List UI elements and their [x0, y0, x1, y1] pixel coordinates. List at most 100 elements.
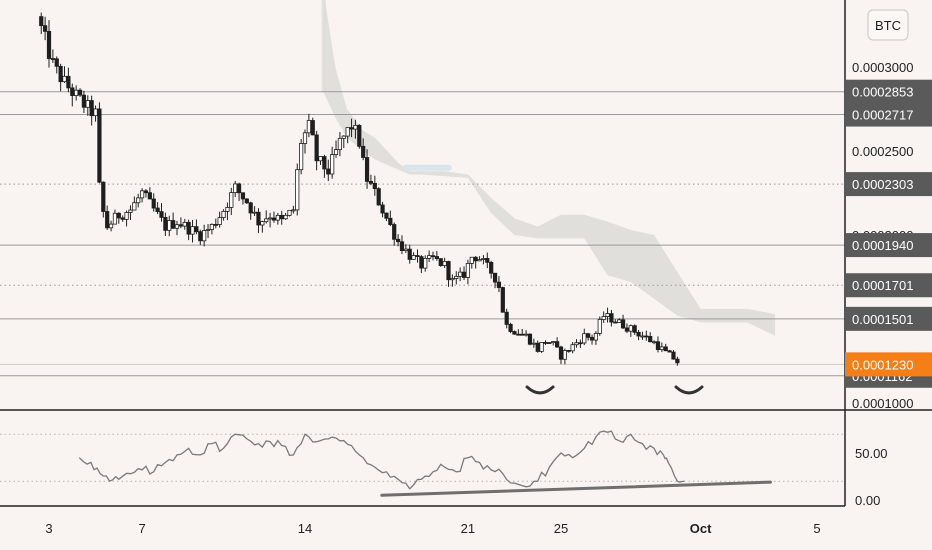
candle[interactable]	[77, 88, 83, 97]
candle[interactable]	[392, 222, 397, 246]
candle[interactable]	[675, 356, 680, 366]
candle[interactable]	[248, 201, 253, 220]
candle[interactable]	[520, 328, 525, 336]
candle[interactable]	[275, 212, 280, 225]
candle[interactable]	[423, 255, 428, 272]
candle[interactable]	[240, 192, 246, 205]
candle[interactable]	[291, 205, 296, 214]
candle[interactable]	[54, 56, 59, 74]
candle[interactable]	[368, 174, 374, 186]
candle[interactable]	[39, 12, 44, 35]
candle[interactable]	[609, 309, 614, 327]
candle[interactable]	[384, 212, 389, 222]
candle[interactable]	[260, 220, 265, 233]
candle[interactable]	[66, 67, 71, 93]
candle[interactable]	[306, 113, 311, 138]
candle[interactable]	[481, 255, 486, 265]
candle[interactable]	[330, 146, 335, 179]
candle[interactable]	[446, 260, 451, 287]
candle[interactable]	[182, 218, 187, 230]
candle[interactable]	[349, 118, 354, 138]
candle[interactable]	[314, 130, 319, 171]
candle[interactable]	[174, 220, 180, 236]
candle[interactable]	[221, 209, 226, 221]
candle[interactable]	[582, 328, 587, 346]
candle[interactable]	[198, 229, 203, 246]
candle[interactable]	[256, 208, 261, 233]
candle[interactable]	[644, 330, 649, 341]
candle[interactable]	[454, 271, 459, 285]
candle[interactable]	[620, 314, 626, 329]
candle[interactable]	[171, 212, 176, 230]
candle[interactable]	[62, 66, 67, 84]
candle[interactable]	[648, 332, 653, 343]
candle[interactable]	[205, 224, 211, 239]
candle[interactable]	[326, 159, 331, 182]
trendline[interactable]	[380, 480, 772, 497]
symbol-badge[interactable]: BTC	[867, 9, 909, 41]
candle[interactable]	[570, 342, 575, 354]
candle[interactable]	[105, 205, 110, 230]
candle[interactable]	[190, 220, 195, 243]
candle[interactable]	[411, 252, 416, 260]
candle[interactable]	[469, 256, 474, 269]
candle[interactable]	[586, 332, 591, 341]
level-price-badge[interactable]	[845, 79, 932, 104]
candle[interactable]	[151, 193, 156, 212]
candle[interactable]	[213, 218, 218, 229]
candle[interactable]	[555, 337, 560, 349]
candle[interactable]	[419, 255, 424, 274]
candle[interactable]	[116, 212, 121, 224]
candle[interactable]	[395, 234, 401, 247]
candle[interactable]	[85, 95, 90, 116]
candle[interactable]	[473, 256, 478, 269]
candle[interactable]	[547, 342, 552, 344]
candle[interactable]	[163, 212, 168, 237]
candle[interactable]	[167, 215, 172, 237]
candle[interactable]	[504, 308, 509, 329]
candle[interactable]	[361, 138, 366, 161]
candle[interactable]	[442, 257, 447, 269]
candle[interactable]	[120, 215, 125, 222]
candle[interactable]	[527, 333, 533, 346]
candle[interactable]	[252, 206, 257, 217]
price-pane[interactable]	[0, 0, 845, 395]
candle[interactable]	[671, 350, 676, 360]
candle[interactable]	[97, 102, 102, 184]
candle[interactable]	[655, 336, 661, 353]
candle[interactable]	[108, 220, 114, 232]
candle[interactable]	[589, 334, 595, 345]
candle[interactable]	[217, 211, 222, 228]
candle[interactable]	[101, 181, 106, 218]
candle[interactable]	[372, 175, 377, 196]
candle[interactable]	[302, 129, 308, 154]
candle[interactable]	[438, 258, 443, 267]
candle[interactable]	[295, 163, 300, 216]
candle[interactable]	[43, 16, 48, 41]
candle[interactable]	[322, 154, 327, 178]
candle[interactable]	[299, 138, 304, 175]
candle[interactable]	[593, 331, 599, 345]
candle[interactable]	[112, 209, 118, 225]
candle[interactable]	[209, 223, 215, 235]
candle[interactable]	[287, 209, 292, 217]
candle[interactable]	[578, 339, 583, 348]
candle[interactable]	[357, 124, 362, 149]
candle[interactable]	[46, 20, 52, 68]
candle[interactable]	[659, 342, 664, 353]
candle[interactable]	[147, 187, 152, 200]
candle[interactable]	[477, 256, 482, 262]
candle[interactable]	[318, 156, 323, 165]
candle[interactable]	[132, 196, 137, 211]
candle[interactable]	[364, 149, 370, 189]
candle[interactable]	[427, 250, 432, 263]
candle[interactable]	[74, 85, 79, 101]
level-price-badge[interactable]	[845, 102, 932, 127]
candle[interactable]	[512, 330, 517, 335]
candle[interactable]	[640, 331, 645, 340]
candle[interactable]	[128, 205, 133, 221]
price-axis[interactable]: 0.00030000.00025000.00020000.00010000.00…	[845, 60, 932, 508]
candle[interactable]	[617, 318, 622, 323]
candle[interactable]	[663, 343, 668, 352]
candle[interactable]	[632, 324, 637, 335]
